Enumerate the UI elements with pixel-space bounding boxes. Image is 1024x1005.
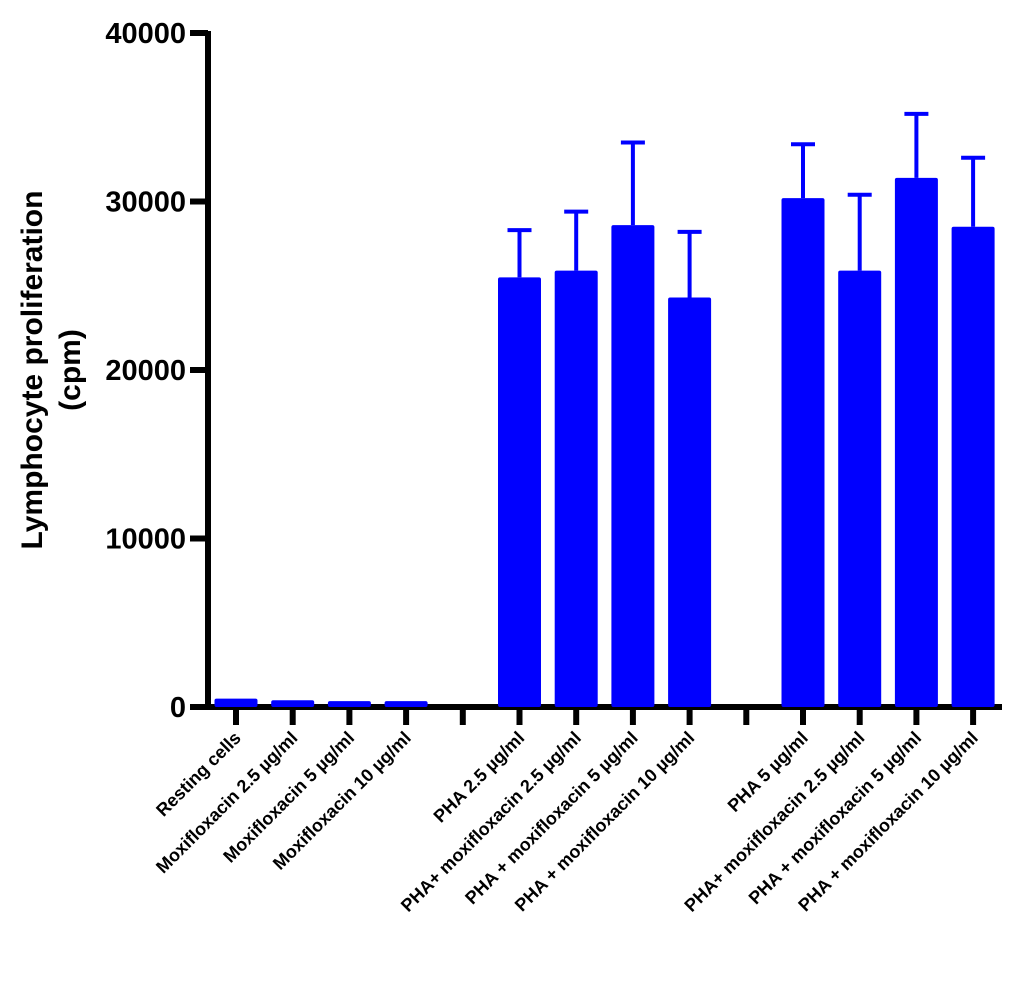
y-tick-label: 10000: [105, 524, 186, 556]
y-axis: 0 10000 20000 30000 40000: [105, 18, 211, 724]
y-tick-label: 40000: [105, 18, 186, 50]
y-axis-title-line2: (cpm): [54, 329, 87, 411]
bar: [327, 701, 371, 707]
y-tick-label: 0: [170, 692, 186, 724]
x-axis: [205, 704, 1002, 725]
bar: [384, 701, 428, 707]
bar: [271, 700, 315, 707]
bar: [781, 198, 825, 707]
bar: [214, 698, 258, 707]
bar: [838, 270, 882, 707]
bars: [214, 111, 995, 707]
bar: [668, 297, 712, 707]
bar: [611, 225, 655, 707]
y-axis-title-line1: Lymphocyte proliferation: [16, 191, 49, 550]
bar: [554, 270, 598, 707]
bar: [951, 226, 995, 707]
y-tick-label: 20000: [105, 355, 186, 387]
bar: [498, 277, 541, 707]
bar: [894, 177, 938, 707]
y-tick-label: 30000: [105, 187, 186, 219]
